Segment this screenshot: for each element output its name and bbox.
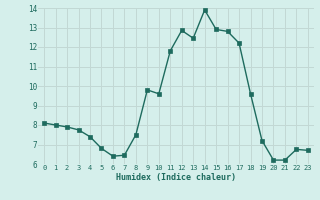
X-axis label: Humidex (Indice chaleur): Humidex (Indice chaleur) — [116, 173, 236, 182]
